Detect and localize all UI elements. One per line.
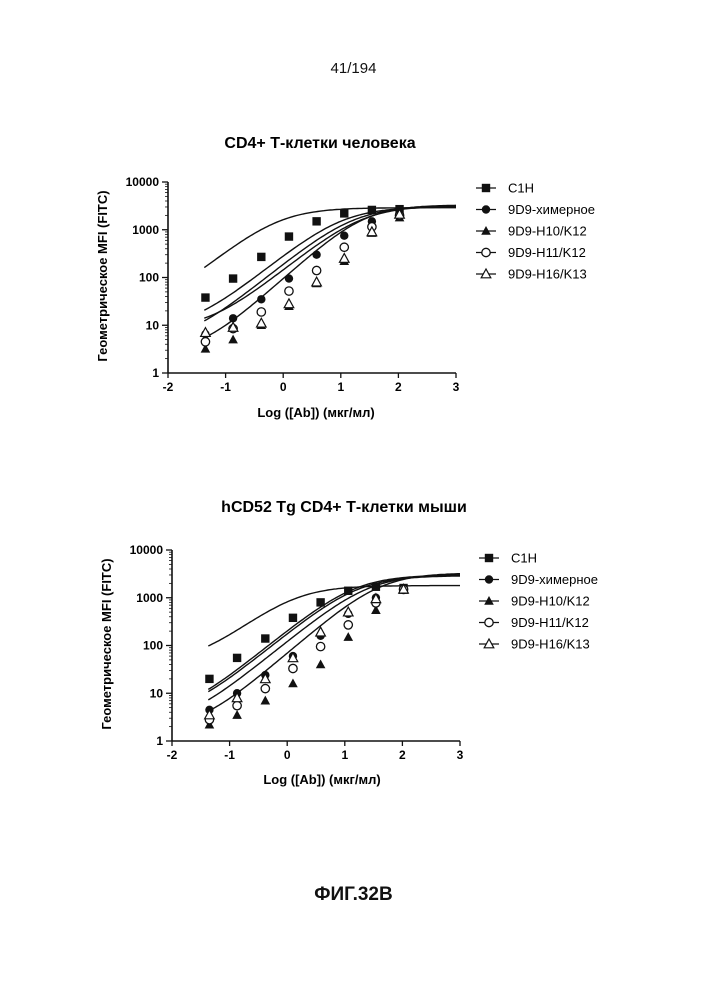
legend-marker: [482, 248, 490, 256]
x-tick-label: -1: [220, 380, 231, 394]
legend-marker: [485, 575, 493, 583]
data-point: [284, 299, 294, 308]
y-tick-label: 10: [150, 686, 164, 700]
data-point: [229, 274, 237, 282]
data-point: [344, 621, 352, 629]
legend-label: 9D9-H16/K13: [508, 267, 587, 282]
data-point: [261, 634, 269, 642]
legend-marker: [482, 205, 490, 213]
y-tick-label: 1000: [132, 223, 159, 237]
legend-marker: [485, 554, 493, 562]
y-tick-label: 10: [146, 318, 160, 332]
data-point: [316, 642, 324, 650]
legend-marker: [485, 618, 493, 626]
y-tick-label: 1000: [136, 591, 163, 605]
legend-marker: [481, 226, 491, 235]
data-point: [261, 684, 269, 692]
data-point: [288, 679, 298, 688]
chart-mouse-hcd52: hCD52 Tg CD4+ Т-клетки мыши Log ([Ab]) (…: [0, 488, 707, 818]
data-point: [285, 287, 293, 295]
data-point: [289, 614, 297, 622]
legend-label: 9D9-H11/K12: [508, 245, 586, 260]
data-point: [228, 335, 238, 344]
data-point: [312, 266, 320, 274]
y-tick-label: 100: [143, 639, 163, 653]
data-point: [205, 675, 213, 683]
data-point: [257, 253, 265, 261]
x-tick-label: 3: [453, 380, 460, 394]
data-point: [233, 654, 241, 662]
data-point: [201, 338, 209, 346]
fit-curve-9D9-химерное: [204, 207, 456, 310]
data-point: [257, 318, 267, 327]
y-axis-label: Геометрическое MFI (FITC): [95, 190, 110, 361]
y-axis-label: Геометрическое MFI (FITC): [99, 558, 114, 729]
data-point: [261, 696, 271, 705]
fit-curve-9D9-H16/K13: [208, 575, 460, 689]
x-tick-label: -2: [167, 748, 178, 762]
legend-label: 9D9-H10/K12: [508, 224, 587, 239]
legend-label: 9D9-H16/K13: [511, 637, 590, 652]
fit-curve-9D9-H10/K12: [208, 574, 460, 712]
fit-curve-C1H: [204, 208, 456, 268]
data-point: [201, 293, 209, 301]
chart-human-cd4: CD4+ Т-клетки человека Log ([Ab]) (мкг/м…: [0, 120, 707, 450]
chart-title: hCD52 Tg CD4+ Т-клетки мыши: [221, 499, 467, 516]
x-tick-label: -1: [224, 748, 235, 762]
x-axis-label: Log ([Ab]) (мкг/мл): [257, 405, 374, 420]
chart-svg: CD4+ Т-клетки человека Log ([Ab]) (мкг/м…: [0, 120, 707, 450]
data-point: [312, 217, 320, 225]
figure-label: ФИГ.32В: [0, 884, 707, 906]
x-tick-label: 1: [341, 748, 348, 762]
x-tick-label: 1: [337, 380, 344, 394]
fit-curve-9D9-H11/K12: [204, 207, 456, 321]
x-tick-label: 0: [284, 748, 291, 762]
page-number: 41/194: [0, 60, 707, 77]
legend-label: C1H: [508, 181, 534, 196]
data-point: [340, 243, 348, 251]
legend-label: 9D9-химерное: [508, 202, 595, 217]
x-tick-label: 2: [395, 380, 402, 394]
x-tick-label: -2: [163, 380, 174, 394]
chart-svg: hCD52 Tg CD4+ Т-клетки мыши Log ([Ab]) (…: [0, 488, 707, 818]
data-point: [232, 710, 242, 719]
x-tick-label: 3: [457, 748, 464, 762]
data-point: [340, 209, 348, 217]
data-point: [312, 277, 322, 286]
legend-label: C1H: [511, 551, 537, 566]
data-point: [339, 253, 349, 262]
data-point: [316, 660, 326, 669]
y-tick-label: 100: [139, 271, 159, 285]
y-tick-label: 1: [152, 366, 159, 380]
fit-curve-9D9-H10/K12: [204, 205, 456, 337]
legend-label: 9D9-химерное: [511, 572, 598, 587]
data-point: [343, 632, 353, 641]
y-tick-label: 10000: [126, 175, 160, 189]
data-point: [289, 664, 297, 672]
data-point: [257, 308, 265, 316]
legend-label: 9D9-H11/K12: [511, 615, 589, 630]
data-point: [312, 251, 320, 259]
x-axis-label: Log ([Ab]) (мкг/мл): [263, 772, 380, 787]
data-point: [233, 701, 241, 709]
y-tick-label: 10000: [130, 543, 164, 557]
x-tick-label: 0: [280, 380, 287, 394]
legend-label: 9D9-H10/K12: [511, 594, 590, 609]
chart-title: CD4+ Т-клетки человека: [224, 135, 415, 152]
y-tick-label: 1: [156, 734, 163, 748]
x-tick-label: 2: [399, 748, 406, 762]
fit-curve-9D9-H16/K13: [204, 206, 456, 318]
fit-curve-9D9-H11/K12: [208, 575, 460, 700]
legend-marker: [482, 184, 490, 192]
data-point: [285, 232, 293, 240]
